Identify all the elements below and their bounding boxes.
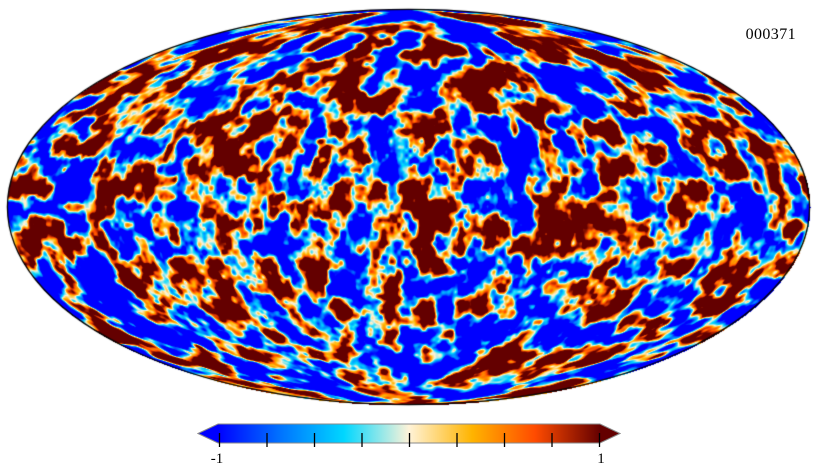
map-id-label: 000371 xyxy=(745,26,796,43)
colorbar: -1 1 xyxy=(197,423,621,467)
colorbar-max-label: 1 xyxy=(597,451,605,467)
colorbar-underflow-arrow xyxy=(198,424,218,443)
colorbar-outline xyxy=(197,423,621,444)
colorbar-ticks xyxy=(218,433,601,447)
colorbar-min-label: -1 xyxy=(211,451,224,467)
colorbar-overflow-arrow xyxy=(600,424,620,443)
